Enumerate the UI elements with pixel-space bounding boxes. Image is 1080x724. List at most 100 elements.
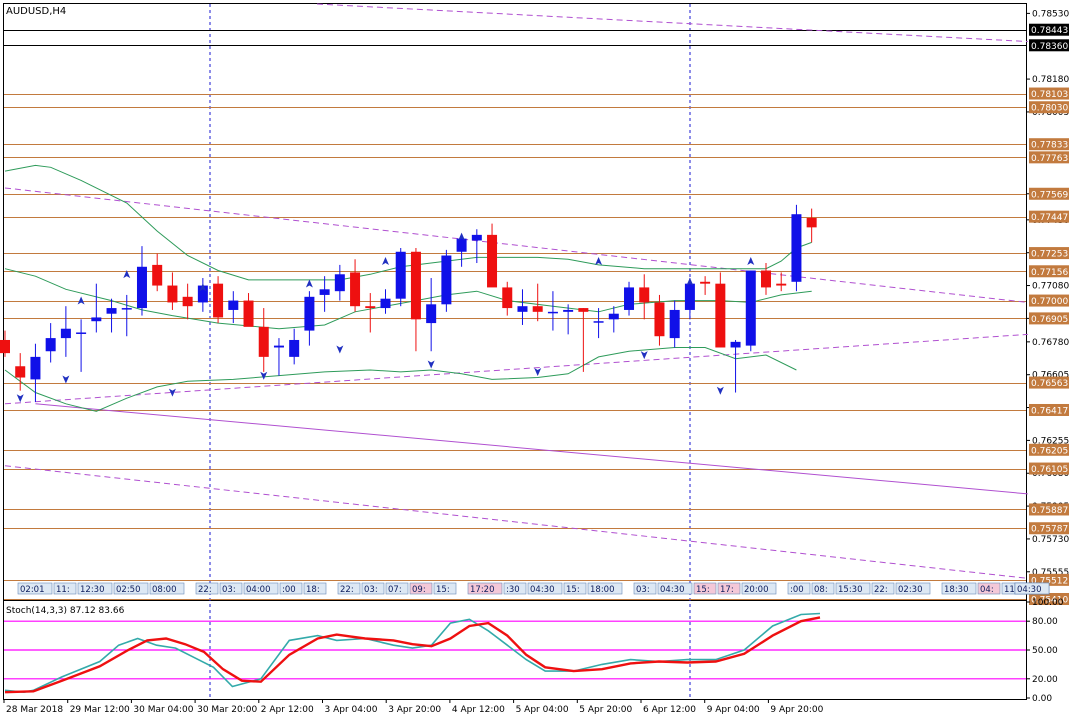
candle-body-18[interactable] [273,345,284,348]
candle-body-24[interactable] [365,306,376,309]
candle-body-25[interactable] [380,298,391,309]
candle-body-47[interactable] [715,283,726,348]
time-tag[interactable] [871,582,895,595]
candle-body-1[interactable] [15,366,26,378]
candle-body-29[interactable] [441,255,452,305]
candle-body-16[interactable] [243,300,254,327]
trendline-resistance[interactable] [4,187,1028,303]
candle-body-22[interactable] [334,274,345,292]
candle-body-42[interactable] [639,287,650,303]
candle-body-26[interactable] [395,251,406,299]
time-tag[interactable] [787,582,811,595]
candle-body-48[interactable] [730,341,741,348]
candle-body-0[interactable] [0,339,10,354]
time-tag[interactable] [1014,582,1050,595]
trendline-upper-channel[interactable] [316,3,1028,43]
time-tag[interactable] [303,582,327,595]
candle-body-19[interactable] [289,339,300,357]
time-tag[interactable] [149,582,185,595]
candle-body-17[interactable] [258,326,269,357]
time-tag[interactable] [587,582,623,595]
trendline-mid-channel[interactable] [35,403,1028,495]
time-tag[interactable] [527,582,563,595]
time-tag[interactable] [741,582,777,595]
candle-body-46[interactable] [700,281,711,284]
candle-body-43[interactable] [654,302,665,337]
candle-body-8[interactable] [121,308,132,310]
time-tag-text: 22: [340,585,354,595]
time-tag[interactable] [77,582,113,595]
time-tag[interactable] [467,582,503,595]
time-tag[interactable] [219,582,243,595]
time-tag[interactable] [195,582,219,595]
time-tag[interactable] [563,582,587,595]
trendline-support[interactable] [4,333,1028,405]
time-tag[interactable] [243,582,279,595]
candle-body-33[interactable] [502,287,513,309]
candle-body-23[interactable] [350,272,361,307]
trendline-lower-channel[interactable] [4,465,1028,579]
candle-body-12[interactable] [182,296,193,307]
time-tag[interactable] [977,582,1001,595]
candle-body-7[interactable] [106,308,117,314]
candle-body-53[interactable] [806,217,817,228]
candle-body-34[interactable] [517,306,528,312]
candle-body-36[interactable] [547,311,558,314]
candle-body-31[interactable] [471,234,482,241]
candle-body-13[interactable] [197,285,208,303]
time-tag[interactable] [693,582,717,595]
fractal-up-icon [686,277,694,286]
candle-body-38[interactable] [578,308,589,312]
time-tag[interactable] [811,582,835,595]
time-tag[interactable] [941,582,977,595]
time-tag[interactable] [337,582,361,595]
candle-body-39[interactable] [593,321,604,323]
candle-body-35[interactable] [532,306,543,312]
candle-body-2[interactable] [30,356,41,380]
candle-body-52[interactable] [791,214,802,282]
time-tag[interactable] [895,582,931,595]
price-tick-label: 0.76605 [1032,371,1069,381]
time-tag[interactable] [657,582,693,595]
price-tick-label: 0.76780 [1032,338,1069,348]
time-tag[interactable] [409,582,433,595]
time-tag[interactable] [503,582,527,595]
candle-body-51[interactable] [776,283,787,286]
candle-body-14[interactable] [213,283,224,318]
candle-body-28[interactable] [426,304,437,324]
candle-body-6[interactable] [91,317,102,322]
time-tag[interactable] [53,582,77,595]
time-tag[interactable] [717,582,741,595]
candle-body-27[interactable] [410,251,421,320]
time-tag[interactable] [385,582,409,595]
candle-body-32[interactable] [487,234,498,288]
candle-body-5[interactable] [76,332,87,334]
fractal-down-icon [640,351,648,360]
candle-body-40[interactable] [608,313,619,320]
candle-body-44[interactable] [669,309,680,339]
candle-body-37[interactable] [563,309,574,312]
time-tag[interactable] [279,582,303,595]
time-tag[interactable] [17,582,53,595]
candle-body-3[interactable] [45,338,56,352]
candle-body-21[interactable] [319,289,330,295]
time-tag-text: 08: [814,585,828,595]
candle-body-9[interactable] [136,266,147,309]
candle-body-50[interactable] [761,270,771,288]
candle-body-20[interactable] [304,296,315,331]
candle-body-15[interactable] [228,300,239,310]
candle-body-41[interactable] [624,287,635,310]
candle-body-45[interactable] [684,283,695,310]
time-tag[interactable] [361,582,385,595]
candle-body-10[interactable] [152,264,163,286]
time-tag[interactable] [113,582,149,595]
candle-body-30[interactable] [456,238,467,252]
time-tag[interactable] [835,582,871,595]
candle-body-49[interactable] [745,270,756,346]
time-tag[interactable] [433,582,457,595]
candle-body-4[interactable] [60,328,71,339]
time-tag[interactable] [633,582,657,595]
candle-body-11[interactable] [167,285,178,303]
